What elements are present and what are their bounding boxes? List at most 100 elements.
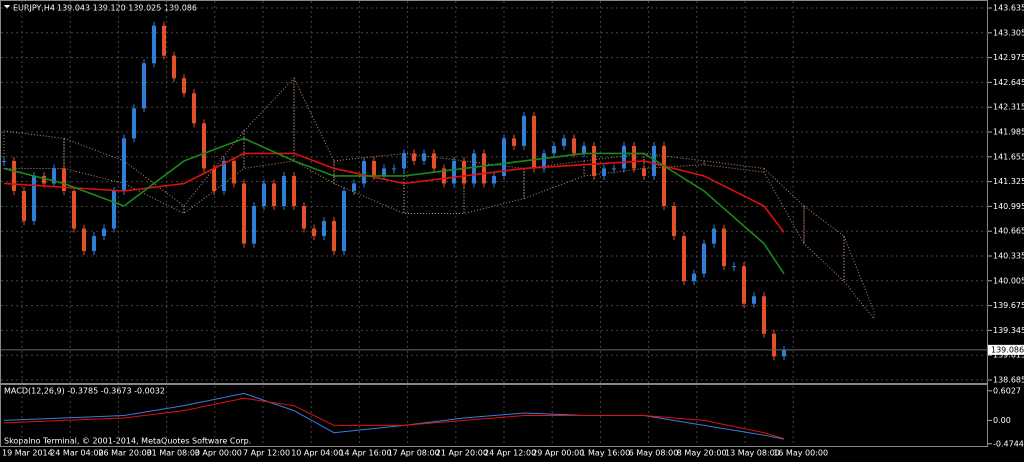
candle-body (702, 243, 706, 274)
candle-body (362, 160, 366, 184)
candle-body (472, 153, 476, 184)
price-label: 142.315 (993, 103, 1024, 112)
candle-body (562, 138, 566, 146)
macd-label: 0.6027 (993, 386, 1021, 395)
candle-body (382, 168, 386, 176)
date-label: 13 May 08:00 (725, 449, 780, 458)
candle-body (452, 160, 456, 184)
main-frame (0, 0, 988, 384)
candle-body (502, 138, 506, 176)
candle-body (542, 153, 546, 169)
price-box (988, 344, 1024, 355)
candle-body (12, 160, 16, 191)
date-label: 19 Mar 2014 (2, 449, 53, 458)
candle-body (522, 115, 526, 146)
candle-body (332, 221, 336, 252)
candle-body (232, 160, 236, 184)
price-label: 140.335 (993, 252, 1024, 261)
candle-body (132, 108, 136, 139)
candle-body (302, 206, 306, 229)
candle-body (752, 296, 756, 304)
candle-body (712, 228, 716, 244)
cloud-segment (293, 78, 335, 185)
candle-body (632, 145, 636, 169)
candle-body (602, 168, 606, 176)
price-label: 142.975 (993, 53, 1024, 62)
candle-body (642, 168, 646, 176)
candle-body (52, 168, 56, 184)
candle-body (192, 93, 196, 124)
candle-body (682, 236, 686, 282)
cloud-segment (463, 160, 525, 215)
candle-body (242, 183, 246, 244)
candle-body (722, 228, 726, 267)
current-price: 139.086 (991, 345, 1024, 354)
candle-body (42, 175, 46, 184)
candle-body (102, 228, 106, 237)
candle-body (482, 153, 486, 184)
candle-body (742, 266, 746, 304)
candle-body (272, 183, 276, 207)
candle-body (592, 145, 596, 176)
candle-body (222, 160, 226, 191)
indicator-line (3, 137, 785, 275)
candle-body (142, 63, 146, 109)
candle-body (692, 273, 696, 282)
candle-body (22, 190, 26, 222)
date-label: 24 Apr 12:00 (484, 449, 536, 458)
price-label: 143.305 (993, 28, 1024, 37)
candle-body (262, 183, 266, 207)
candle-body (392, 168, 396, 170)
candle-body (612, 168, 616, 170)
candle-body (582, 145, 586, 154)
candle-body (62, 168, 66, 191)
price-label: 141.985 (993, 128, 1024, 137)
date-label: 7 Apr 12:00 (243, 449, 290, 458)
indicator-line (3, 397, 785, 440)
cloud-segment (243, 77, 295, 170)
candle-body (282, 175, 286, 207)
candle-body (72, 190, 76, 229)
cloud-segment (803, 205, 845, 283)
indicator-line (3, 152, 785, 233)
price-label: 141.325 (993, 177, 1024, 186)
price-label: 139.015 (993, 351, 1024, 360)
candle-body (442, 168, 446, 184)
price-label: 139.675 (993, 301, 1024, 310)
cloud-segment (843, 235, 875, 321)
date-label: 31 Mar 08:00 (147, 449, 200, 458)
candle-body (92, 236, 96, 252)
candle-body (492, 175, 496, 184)
candle-body (432, 153, 436, 169)
macd-title: MACD(12,26,9) -0.3785 -0.3673 -0.0032 (4, 387, 165, 396)
price-label: 138.685 (993, 375, 1024, 384)
candle-body (772, 333, 776, 357)
date-label: 16 May 00:00 (773, 449, 828, 458)
date-label: 10 Apr 04:00 (291, 449, 343, 458)
candle-body (322, 221, 326, 237)
candle-body (412, 153, 416, 161)
candle-body (402, 153, 406, 169)
date-label: 8 May 20:00 (677, 449, 727, 458)
candle-body (202, 123, 206, 169)
macd-label: 0.00 (993, 416, 1011, 425)
candle-body (732, 266, 736, 268)
cloud-segment (63, 137, 125, 185)
candle-body (462, 160, 466, 184)
candle-body (122, 138, 126, 191)
candle-body (342, 190, 346, 252)
symbol-title: EURJPY,H4 (13, 4, 55, 13)
candle-body (672, 206, 676, 237)
candle-body (512, 138, 516, 146)
candle-body (82, 228, 86, 252)
candle-body (292, 175, 296, 207)
candle-body (162, 25, 166, 56)
candle-body (182, 78, 186, 94)
date-label: 6 May 08:00 (629, 449, 679, 458)
date-label: 29 Apr 00:00 (532, 449, 584, 458)
menu-arrow[interactable] (4, 5, 10, 9)
date-label: 14 Apr 16:00 (339, 449, 391, 458)
candle-body (312, 228, 316, 237)
price-label: 140.005 (993, 276, 1024, 285)
candle-body (2, 160, 6, 162)
